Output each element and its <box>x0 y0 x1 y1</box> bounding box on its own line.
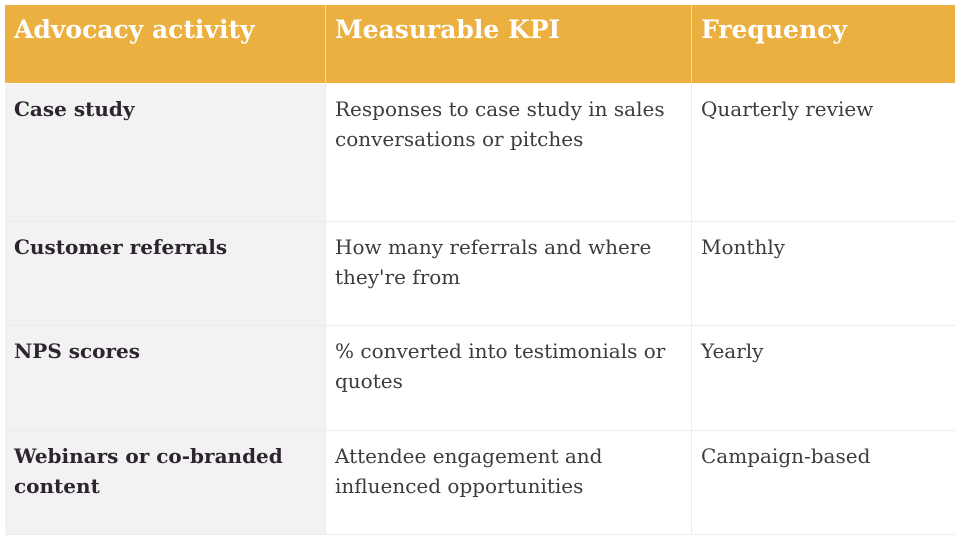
row-case-study-kpi: Responses to case study in sales convers… <box>326 84 692 222</box>
row-webinars-activity: Webinars or co-branded content <box>5 431 326 535</box>
row-customer-referrals-activity: Customer referrals <box>5 222 326 326</box>
header-measurable-kpi: Measurable KPI <box>326 5 692 84</box>
row-customer-referrals-frequency: Monthly <box>692 222 955 326</box>
row-nps-scores-frequency: Yearly <box>692 326 955 431</box>
row-webinars-frequency: Campaign-based <box>692 431 955 535</box>
header-frequency: Frequency <box>692 5 955 84</box>
header-advocacy-activity: Advocacy activity <box>5 5 326 84</box>
row-case-study-activity: Case study <box>5 84 326 222</box>
row-nps-scores-activity: NPS scores <box>5 326 326 431</box>
row-customer-referrals-kpi: How many referrals and where they're fro… <box>326 222 692 326</box>
row-webinars-kpi: Attendee engagement and influenced oppor… <box>326 431 692 535</box>
row-nps-scores-kpi: % converted into testimonials or quotes <box>326 326 692 431</box>
row-case-study-frequency: Quarterly review <box>692 84 955 222</box>
advocacy-kpi-table: Advocacy activity Measurable KPI Frequen… <box>5 5 955 535</box>
